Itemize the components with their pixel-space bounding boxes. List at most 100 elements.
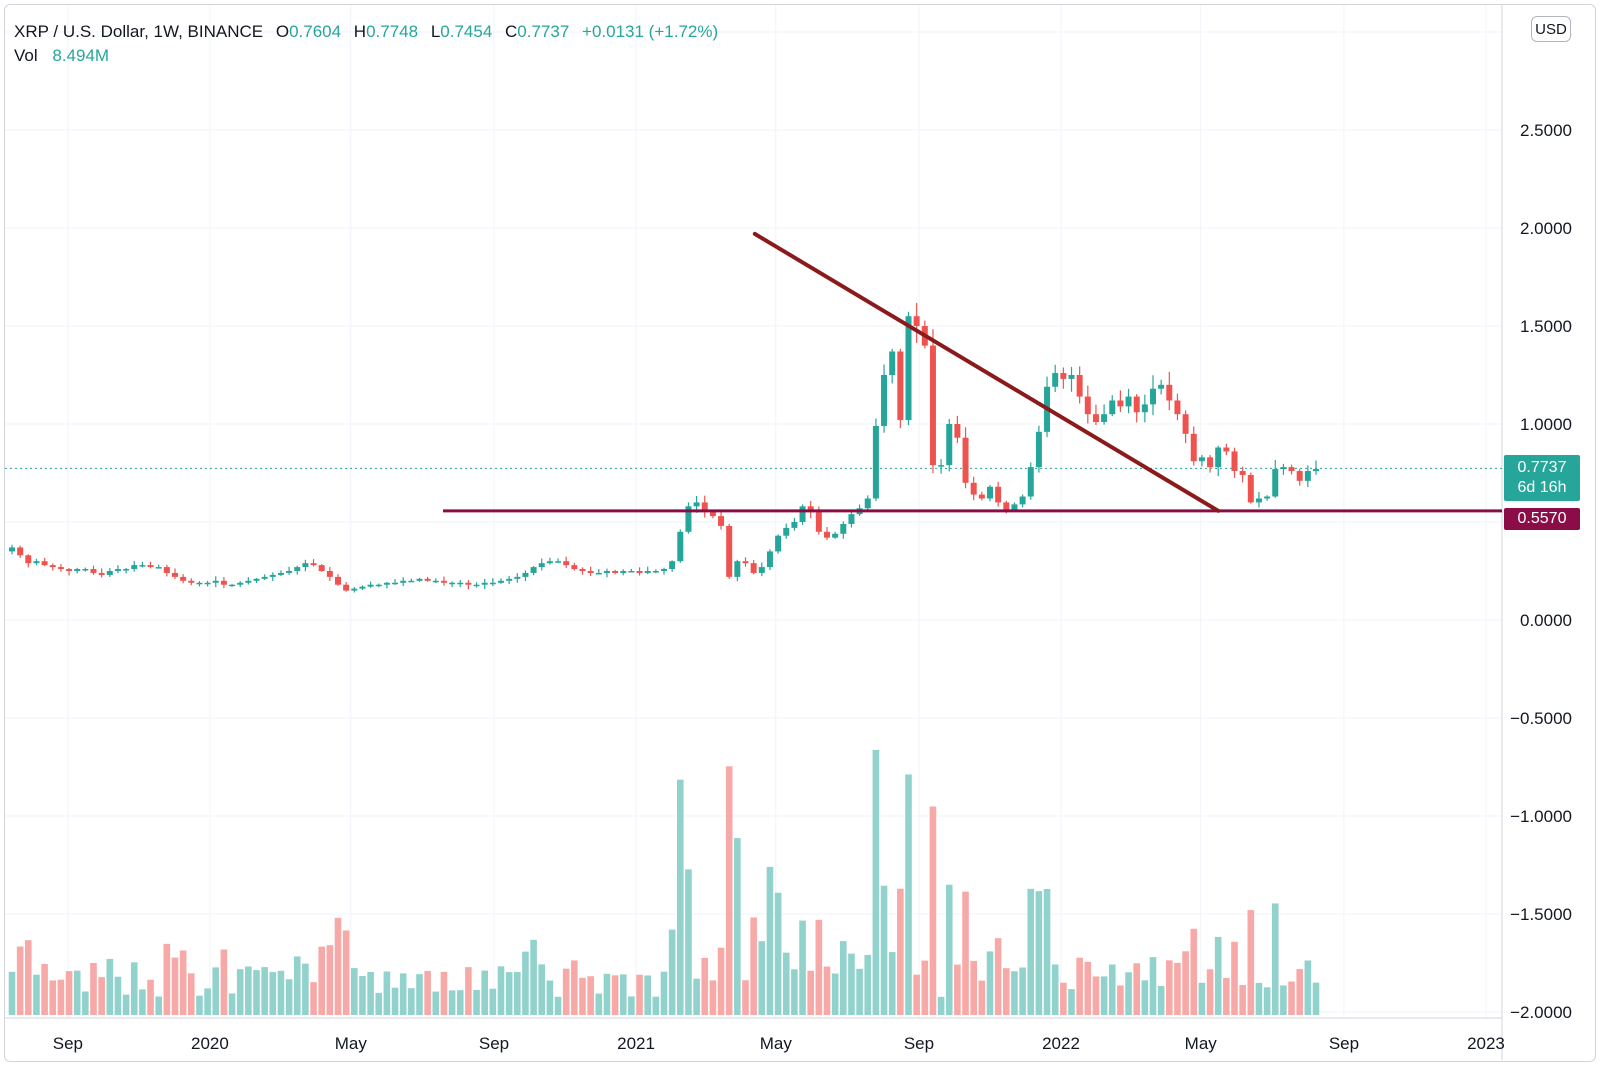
volume-bar — [1027, 888, 1035, 1015]
candle-body — [408, 580, 415, 583]
candle-body — [367, 584, 374, 587]
candle-body — [709, 512, 716, 517]
candle-body — [1247, 474, 1254, 503]
symbol-title[interactable]: XRP / U.S. Dollar, 1W, BINANCE — [14, 22, 264, 41]
candle-body — [245, 580, 252, 583]
candle-body — [66, 569, 73, 571]
last-price-tag: 0.7737 6d 16h — [1504, 455, 1580, 501]
candle-body — [74, 569, 81, 571]
time-tick-label: Sep — [904, 1034, 934, 1053]
volume-bar — [228, 993, 236, 1015]
price-tick-label: 2.0000 — [1520, 219, 1572, 238]
candle-body — [1084, 396, 1091, 415]
candle-body — [889, 351, 896, 375]
candle-body — [286, 571, 293, 573]
volume-label: Vol — [14, 46, 38, 65]
candle-body — [1223, 447, 1230, 452]
volume-bar — [1019, 967, 1026, 1015]
candle-body — [563, 561, 570, 566]
volume-bar — [1174, 962, 1181, 1015]
volume-bar — [840, 941, 847, 1015]
candle-body — [538, 563, 545, 568]
candle-body — [1264, 496, 1271, 499]
candle-body — [791, 522, 798, 528]
volume-bar — [236, 969, 244, 1015]
volume-bar — [685, 869, 692, 1015]
candle-body — [750, 563, 757, 573]
volume-bar — [921, 960, 929, 1015]
candle-body — [840, 523, 847, 534]
volume-bar — [98, 977, 105, 1015]
volume-bar — [220, 949, 228, 1015]
close-label: C — [505, 22, 518, 41]
volume-bar — [440, 971, 448, 1015]
volume-bar — [831, 973, 839, 1015]
volume-bar — [57, 979, 65, 1015]
volume-bar — [554, 996, 562, 1015]
volume-bar — [864, 954, 872, 1015]
candle-body — [1288, 467, 1295, 472]
volume-bar — [505, 972, 513, 1015]
candle-body — [335, 576, 341, 585]
candle-body — [1231, 451, 1238, 472]
volume-bar — [82, 991, 89, 1015]
candle-body — [212, 580, 219, 583]
candle-body — [530, 567, 537, 573]
candle-body — [897, 351, 904, 421]
volume-bar — [750, 917, 757, 1015]
time-scale: Sep 2020 May Sep 2021 May Sep 2022 May Sep 2023 — [53, 1034, 1505, 1053]
volume-bar — [1076, 957, 1083, 1015]
support-price-tag: 0.5570 — [1504, 508, 1580, 530]
volume-bar — [285, 979, 293, 1015]
candle-body — [465, 582, 472, 585]
currency-button[interactable]: USD — [1531, 16, 1571, 42]
candle-body — [881, 375, 888, 426]
volume-bar — [351, 968, 358, 1015]
volume-bar — [1141, 980, 1149, 1015]
volume-bar — [342, 930, 350, 1015]
volume-bar — [448, 990, 456, 1015]
candle-body — [864, 498, 871, 509]
volume-bar — [603, 973, 611, 1015]
volume-bar — [424, 970, 431, 1015]
volume-bar — [970, 960, 977, 1015]
low-label: L — [430, 22, 441, 41]
candle-body — [913, 316, 920, 326]
volume-bar — [782, 952, 790, 1015]
price-tick-label: 1.5000 — [1520, 317, 1572, 336]
volume-bar — [65, 971, 73, 1015]
volume-bar — [122, 994, 130, 1015]
candle-body — [555, 561, 562, 563]
volume-bar — [473, 989, 480, 1015]
candle-body — [978, 494, 985, 499]
candle-body — [400, 580, 407, 583]
volume-bar — [644, 975, 651, 1015]
candle-body — [758, 567, 765, 573]
candle-body — [33, 561, 40, 564]
volume-bar — [758, 941, 766, 1015]
candle-body — [1019, 496, 1026, 505]
volume-bar — [367, 971, 374, 1015]
volume-bar — [1206, 969, 1214, 1015]
volume-bar — [880, 885, 888, 1015]
low-value: 0.7454 — [440, 22, 493, 41]
volume-bar — [130, 962, 138, 1015]
candle-body — [220, 580, 227, 585]
open-value: 0.7604 — [289, 22, 342, 41]
ohlc-row: XRP / U.S. Dollar, 1W, BINANCE O0.7604 H… — [14, 20, 726, 44]
time-tick-label: 2022 — [1042, 1034, 1080, 1053]
candle-body — [1125, 396, 1132, 407]
candle-body — [603, 571, 610, 573]
candle-body — [392, 582, 399, 585]
volume-bar — [33, 974, 40, 1015]
price-tick-label: 0.0000 — [1520, 611, 1572, 630]
candle-body — [253, 578, 260, 581]
candle-body — [1060, 373, 1067, 379]
candle-body — [693, 502, 700, 507]
candle-body — [294, 567, 301, 571]
candle-body — [522, 572, 529, 577]
candle-body — [807, 506, 814, 513]
volume-bar — [465, 967, 472, 1015]
candle-body — [644, 571, 651, 573]
